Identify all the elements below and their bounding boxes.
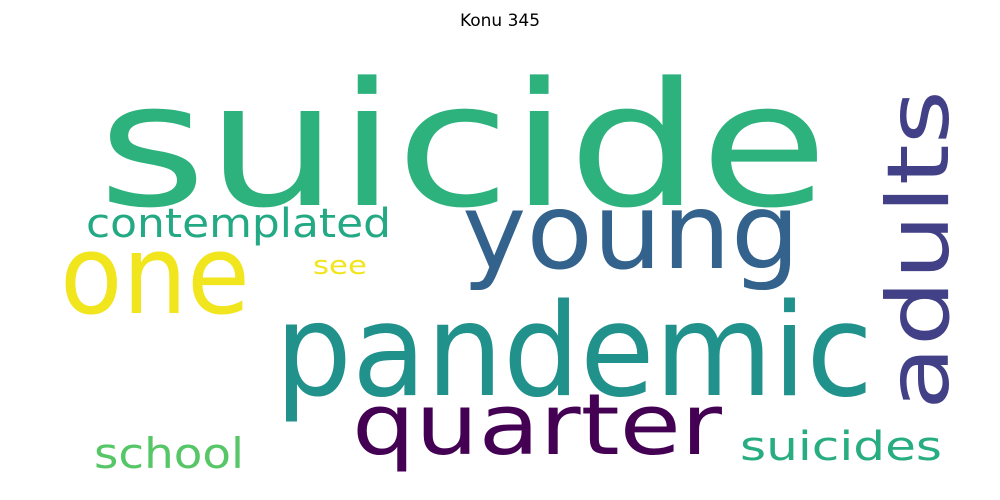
word-suicide: suicide xyxy=(98,45,828,246)
word-young: young xyxy=(462,171,800,293)
word-see: see xyxy=(313,251,367,281)
chart-title: Konu 345 xyxy=(459,11,541,31)
word-school: school xyxy=(94,429,244,478)
word-quarter: quarter xyxy=(352,376,722,475)
word-suicides: suicides xyxy=(740,424,942,470)
word-adults: adults xyxy=(869,90,969,410)
word-one: one xyxy=(60,211,250,339)
word-pandemic: pandemic xyxy=(275,277,873,426)
word-contemplated: contemplated xyxy=(86,201,391,247)
